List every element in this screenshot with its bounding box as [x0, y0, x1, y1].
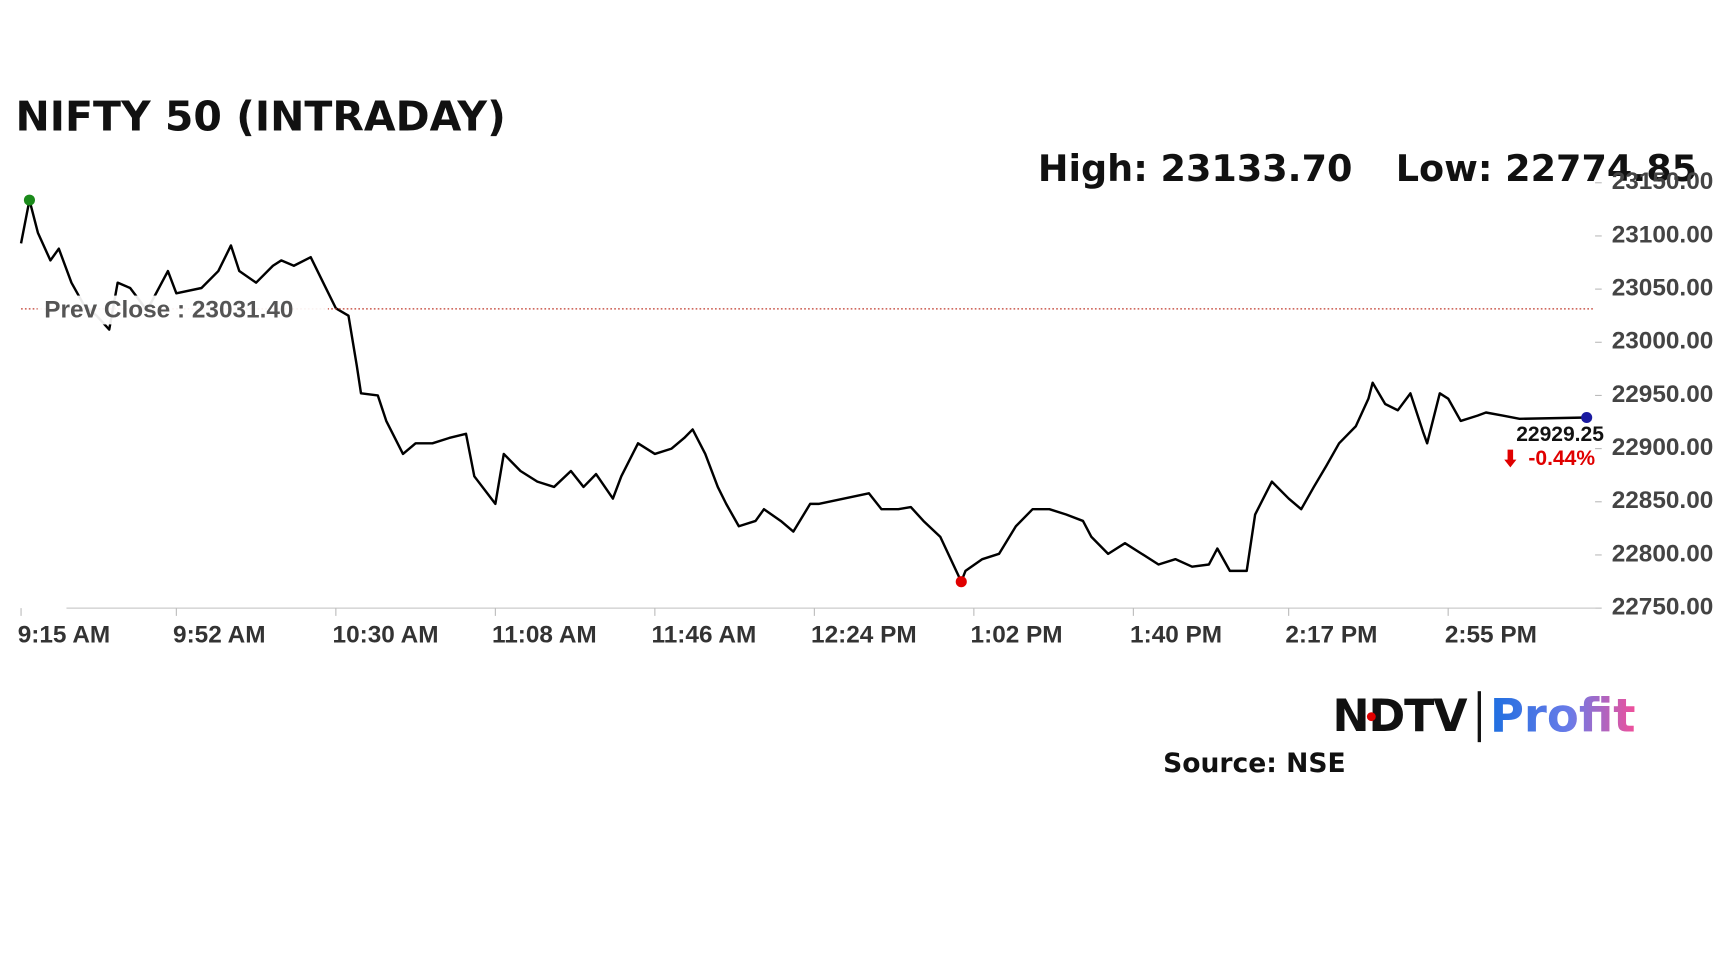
low-marker	[955, 576, 967, 588]
y-tick-label: 22750.00	[1612, 594, 1714, 621]
y-tick-label: 22800.00	[1612, 540, 1714, 567]
y-tick-label: 23000.00	[1612, 328, 1714, 355]
high-marker	[23, 194, 35, 206]
last-value-label: 22929.25	[1516, 423, 1604, 446]
y-tick-label: 23150.00	[1612, 168, 1714, 195]
change-label: -0.44%	[1528, 447, 1595, 470]
y-tick-label: 22900.00	[1612, 434, 1714, 461]
x-tick-label: 2:55 PM	[1445, 621, 1537, 648]
high-label: High: 23133.70	[1038, 147, 1353, 190]
y-tick-label: 22850.00	[1612, 487, 1714, 514]
logo-ndtv: NDTV	[1333, 691, 1469, 742]
prev-close-label: Prev Close : 23031.40	[44, 297, 293, 324]
x-tick-label: 9:15 AM	[18, 621, 111, 648]
down-arrow	[1504, 449, 1517, 468]
y-tick-label: 23050.00	[1612, 275, 1714, 302]
last-marker	[1581, 411, 1593, 424]
overlay: 22929.25-0.44% Prev Close : 23031.40	[21, 194, 1604, 588]
source: Source: NSE	[1163, 748, 1346, 779]
x-tick-label: 11:46 AM	[652, 621, 757, 648]
y-tick-label: 22950.00	[1612, 381, 1714, 408]
x-tick-label: 1:40 PM	[1130, 621, 1222, 648]
chart-title: NIFTY 50 (INTRADAY)	[16, 93, 506, 141]
x-tick-label: 11:08 AM	[492, 621, 597, 648]
x-tick-label: 1:02 PM	[971, 621, 1063, 648]
x-tick-label: 9:52 AM	[173, 621, 266, 648]
x-tick-label: 2:17 PM	[1285, 621, 1377, 648]
plot-area: 22750.00 22800.00 22850.00 22900.00 22950.00…	[18, 168, 1714, 648]
low-label: Low: 22774.85	[1396, 147, 1697, 190]
y-tick-label: 23100.00	[1612, 221, 1714, 248]
x-tick-label: 12:24 PM	[811, 621, 917, 648]
price-line	[19, 198, 1587, 583]
logo-divider	[1477, 691, 1481, 743]
logo-dot	[1366, 712, 1376, 722]
logo-profit: Profit	[1490, 688, 1636, 742]
x-tick-label: 10:30 AM	[333, 621, 439, 648]
prev-close-bg	[37, 295, 328, 325]
